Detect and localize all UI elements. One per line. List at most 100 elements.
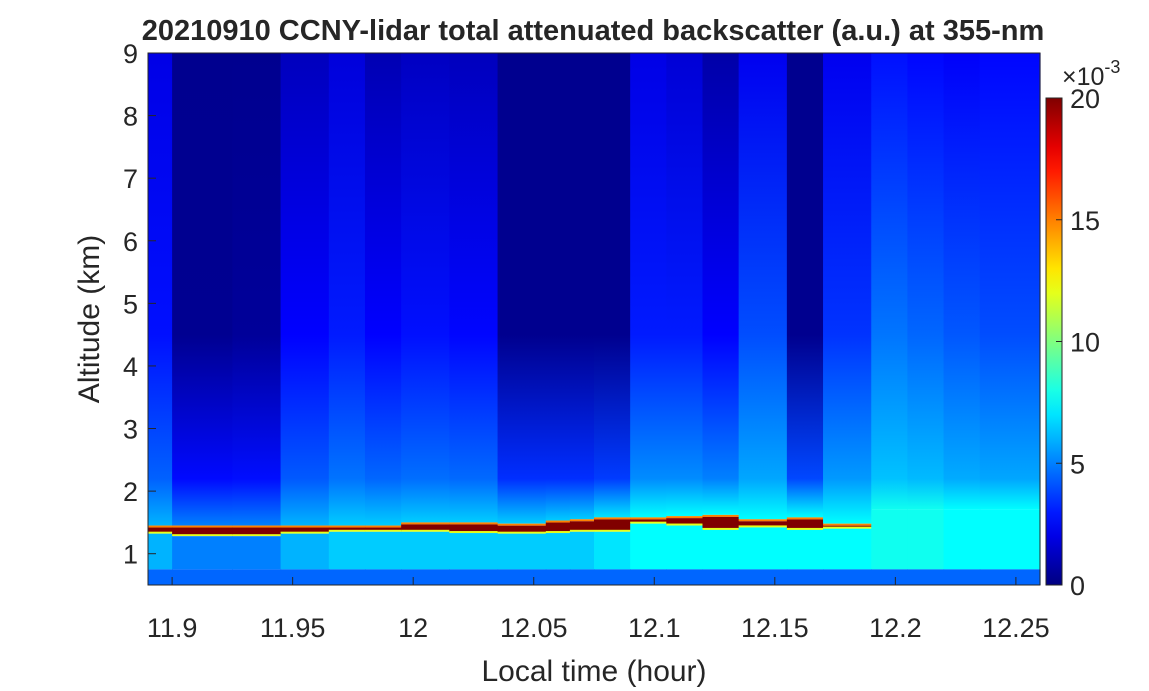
heatmap-cell-layer-edge [666, 516, 704, 519]
heatmap-cell-aloft [871, 53, 909, 510]
x-tick-label: 12.25 [982, 613, 1050, 643]
chart-title: 20210910 CCNY-lidar total attenuated bac… [142, 15, 1045, 47]
x-tick-label: 12.05 [500, 613, 568, 643]
x-axis-ticks: 11.9 11.95 12 12.05 12.1 12.15 12.2 12.25 [147, 577, 1050, 643]
heatmap-cell-layer-edge [823, 523, 872, 526]
heatmap-cell-layer [401, 524, 450, 531]
y-tick-label: 9 [123, 39, 138, 69]
heatmap-cell-layer-base [545, 531, 571, 534]
colorbar-ticks: 0 5 10 15 20 [1056, 84, 1100, 601]
heatmap-cell-surface [738, 569, 788, 585]
heatmap-cell-layer [328, 527, 366, 531]
heatmap-cell-layer-base [569, 529, 595, 532]
heatmap-cell-boundary-layer [943, 509, 981, 570]
heatmap-cell-layer-edge [148, 525, 173, 528]
heatmap-column [148, 53, 173, 585]
heatmap-cell-layer-edge [328, 525, 366, 528]
heatmap-cell-surface [943, 569, 981, 585]
heatmap-cell-layer-base [148, 531, 173, 534]
heatmap-cell-aloft [364, 53, 402, 526]
heatmap-column [823, 53, 872, 585]
heatmap-column [172, 53, 233, 585]
heatmap-column [594, 53, 631, 585]
heatmap-column [545, 53, 571, 585]
heatmap-cell-boundary-layer [702, 529, 740, 570]
heatmap-column [738, 53, 788, 585]
heatmap-cell-boundary-layer [630, 523, 667, 570]
heatmap-cell-layer [172, 527, 233, 536]
heatmap-cell-layer-edge [172, 525, 233, 528]
y-axis-label: Altitude (km) [73, 235, 106, 403]
heatmap-cells [148, 53, 1041, 585]
heatmap-cell-layer-base [630, 521, 667, 524]
heatmap-cell-layer-base [328, 529, 366, 532]
y-tick-label: 1 [123, 540, 138, 570]
heatmap-cell-surface [823, 569, 872, 585]
heatmap-cell-layer-base [786, 527, 824, 530]
x-tick-label: 11.9 [147, 613, 198, 643]
heatmap-column [907, 53, 945, 585]
heatmap-cell-aloft [569, 53, 595, 520]
heatmap-cell-layer [786, 519, 824, 529]
heatmap-cell-aloft [232, 53, 282, 526]
heatmap-column [786, 53, 824, 585]
heatmap-column [364, 53, 402, 585]
heatmap-cell-layer-edge [232, 525, 282, 528]
heatmap-cell-aloft [823, 53, 872, 524]
heatmap-cell-boundary-layer [666, 525, 704, 570]
heatmap-cell-layer-base [738, 525, 788, 528]
heatmap-cell-surface [979, 569, 1041, 585]
y-tick-label: 3 [123, 415, 138, 445]
heatmap-cell-layer-edge [594, 517, 631, 520]
heatmap-cell-layer [666, 518, 704, 525]
heatmap-column [497, 53, 547, 585]
heatmap-cell-layer [280, 527, 330, 533]
heatmap-cell-boundary-layer [401, 531, 450, 570]
heatmap-cell-aloft [666, 53, 704, 517]
heatmap-cell-boundary-layer [594, 531, 631, 570]
heatmap-cell-layer-base [232, 534, 282, 537]
heatmap-cell-aloft [545, 53, 571, 521]
heatmap-cell-layer-base [449, 531, 499, 534]
heatmap-cell-surface [148, 569, 173, 585]
heatmap-cell-layer-edge [545, 520, 571, 523]
heatmap-cell-surface [569, 569, 595, 585]
heatmap-cell-layer-base [823, 526, 872, 529]
heatmap-cell-aloft [148, 53, 173, 526]
heatmap-cell-layer [449, 524, 499, 533]
heatmap-cell-layer-base [401, 529, 450, 532]
heatmap-cell-layer-edge [569, 519, 595, 522]
heatmap-column [871, 53, 909, 585]
heatmap-cell-layer-edge [401, 522, 450, 525]
heatmap-cell-layer-base [497, 531, 547, 534]
heatmap-cell-aloft [907, 53, 945, 510]
heatmap-cell-aloft [979, 53, 1041, 510]
y-tick-label: 8 [123, 102, 138, 132]
heatmap-column [401, 53, 450, 585]
colorbar-tick-label: 0 [1070, 571, 1085, 601]
heatmap-column [232, 53, 282, 585]
heatmap-cell-layer-edge [497, 523, 547, 526]
heatmap-cell-surface [172, 569, 233, 585]
heatmap-column [666, 53, 704, 585]
heatmap-cell-surface [871, 569, 909, 585]
heatmap-cell-boundary-layer [823, 528, 872, 570]
heatmap-cell-boundary-layer [148, 533, 173, 570]
x-tick-label: 12 [398, 613, 428, 643]
heatmap-cell-layer-base [172, 534, 233, 537]
heatmap-cell-aloft [280, 53, 330, 526]
x-tick-label: 12.15 [741, 613, 809, 643]
heatmap-cell-boundary-layer [871, 509, 909, 570]
heatmap-cell-surface [907, 569, 945, 585]
heatmap-cell-surface [786, 569, 824, 585]
heatmap-cell-layer-edge [630, 517, 667, 520]
heatmap-cell-aloft [738, 53, 788, 520]
y-axis-ticks: 1 2 3 4 5 6 7 8 9 [123, 39, 156, 570]
y-tick-label: 2 [123, 477, 138, 507]
heatmap-cell-aloft [497, 53, 547, 524]
heatmap-cell-layer [630, 519, 667, 523]
heatmap-column [328, 53, 366, 585]
heatmap-cell-boundary-layer [172, 536, 233, 570]
heatmap-cell-aloft [449, 53, 499, 523]
